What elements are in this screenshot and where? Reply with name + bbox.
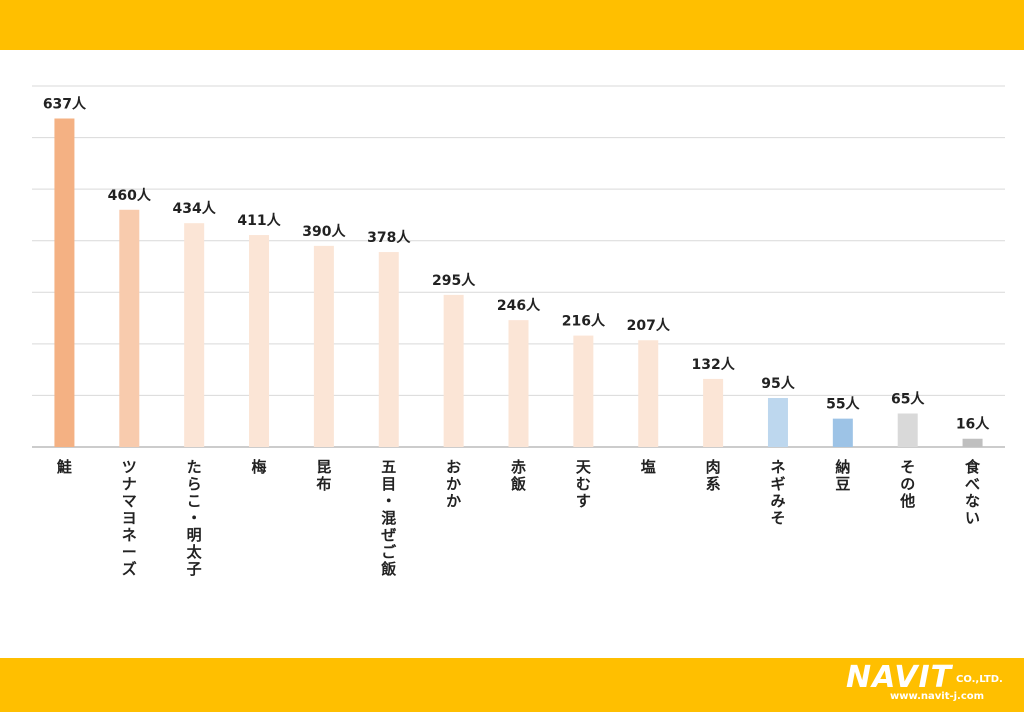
- data-label: 95人: [761, 375, 795, 392]
- data-label: 132人: [691, 356, 735, 373]
- bar: [378, 252, 399, 447]
- bar: [119, 209, 140, 447]
- data-label: 295人: [432, 272, 476, 289]
- bar: [767, 398, 788, 447]
- category-label: ネギみそ: [770, 458, 785, 527]
- bar: [249, 235, 270, 447]
- bar: [703, 378, 724, 447]
- data-label: 65人: [891, 390, 925, 407]
- data-label: 637人: [43, 95, 87, 112]
- category-label: おかか: [446, 458, 461, 510]
- category-label: たらこ・明太子: [187, 458, 203, 578]
- logo-suffix: CO.,LTD.: [956, 674, 1003, 685]
- bar: [443, 294, 464, 447]
- category-label: 天むす: [576, 458, 592, 510]
- category-label: 昆布: [316, 458, 331, 493]
- data-label: 390人: [302, 223, 346, 240]
- category-label: 赤飯: [510, 458, 526, 493]
- data-label: 16人: [956, 416, 990, 433]
- bar: [638, 340, 659, 447]
- category-label: 鮭: [56, 458, 72, 476]
- bar: [54, 118, 75, 448]
- category-label: 肉系: [706, 458, 721, 493]
- bottom-banner: [0, 658, 1024, 712]
- category-label: その他: [899, 458, 915, 510]
- data-label: 207人: [627, 317, 671, 334]
- data-label: 246人: [497, 297, 541, 314]
- top-banner: [0, 0, 1024, 50]
- bar: [184, 223, 205, 447]
- bar: [832, 418, 853, 447]
- data-label: 55人: [826, 396, 860, 413]
- data-label: 434人: [173, 200, 217, 217]
- data-label: 378人: [367, 229, 411, 246]
- category-label: ツナマヨネーズ: [122, 458, 137, 578]
- navit-logo: NAVIT CO.,LTD. www.navit-j.com: [846, 662, 1018, 706]
- logo-name: NAVIT: [846, 660, 953, 695]
- bar: [962, 438, 983, 447]
- bar: [897, 413, 918, 447]
- data-label: 460人: [108, 187, 152, 204]
- category-label: 五目・混ぜご飯: [380, 458, 397, 578]
- value-labels: 637人 460人 434人 411人 390人 378人 295人 246人 216人 207人…: [43, 95, 990, 432]
- logo-url: www.navit-j.com: [890, 691, 985, 702]
- category-labels: 鮭 ツナマヨネーズ たらこ・明太子 梅 昆布 五目・混ぜご飯 おかか 赤飯 天むす 塩 肉系 ネギみそ…: [56, 458, 981, 578]
- bar: [313, 245, 334, 447]
- data-label: 411人: [237, 212, 281, 229]
- bar: [508, 320, 529, 447]
- bars: [54, 118, 983, 448]
- category-label: 納豆: [835, 458, 850, 493]
- data-label: 216人: [562, 313, 606, 330]
- category-label: 食べない: [965, 458, 981, 527]
- bar: [573, 335, 594, 447]
- category-label: 塩: [641, 458, 656, 476]
- category-label: 梅: [252, 458, 267, 476]
